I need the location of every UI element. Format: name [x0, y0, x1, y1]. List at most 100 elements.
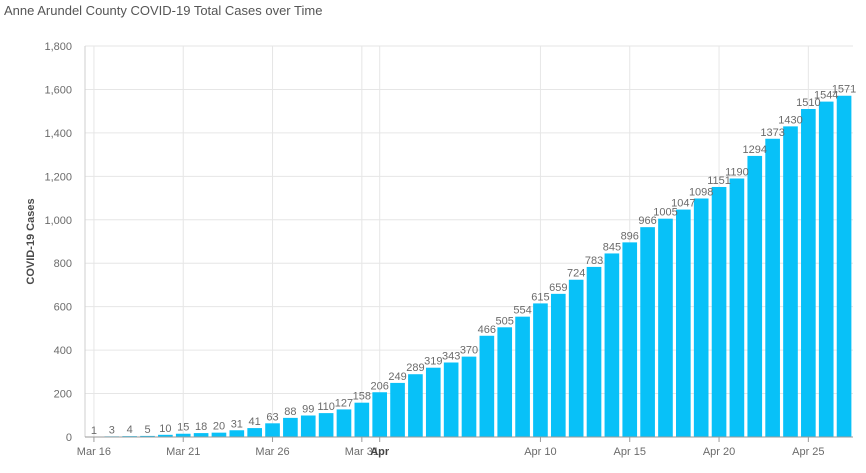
x-tick-label: Mar 26 [255, 446, 289, 458]
bar [336, 409, 352, 437]
x-tick-label: Mar 21 [166, 446, 200, 458]
bar [425, 367, 441, 437]
bar [729, 178, 745, 437]
bar [676, 209, 691, 437]
bar [229, 430, 245, 437]
data-label: 15 [177, 422, 189, 434]
x-tick-label: Mar 31 [345, 446, 379, 458]
data-label: 99 [302, 403, 314, 415]
x-tick-label: Apr 25 [792, 446, 824, 458]
bar [318, 413, 334, 437]
data-label: 966 [638, 215, 656, 227]
data-label: 5 [144, 424, 150, 436]
bar [693, 198, 709, 437]
data-label: 659 [549, 282, 567, 294]
data-label: 206 [371, 380, 389, 392]
y-tick-label: 1,000 [44, 215, 72, 227]
bar [568, 279, 584, 437]
bar [211, 432, 227, 437]
chart-title: Anne Arundel County COVID-19 Total Cases… [4, 3, 323, 18]
bar [443, 362, 459, 437]
bar [711, 186, 727, 437]
bars [86, 95, 852, 438]
data-label: 1544 [814, 90, 838, 102]
data-label: 1190 [725, 167, 749, 179]
data-label: 343 [442, 350, 460, 362]
data-label: 1 [91, 425, 97, 437]
x-tick-label: Apr 10 [524, 446, 556, 458]
bar [550, 293, 566, 437]
data-label: 1151 [707, 175, 731, 187]
data-label: 20 [213, 421, 225, 433]
bar [586, 266, 602, 437]
data-label: 783 [585, 255, 603, 267]
data-label: 63 [266, 411, 278, 423]
data-label: 370 [460, 345, 478, 357]
x-tick-label: Apr 20 [703, 446, 735, 458]
data-label: 1294 [743, 144, 767, 156]
data-label: 1098 [689, 186, 713, 198]
bar [533, 303, 548, 437]
y-tick-label: 1,400 [44, 128, 72, 140]
x-tick-label: Apr [370, 446, 390, 458]
bar [479, 335, 495, 437]
x-tick-label: Mar 16 [77, 446, 111, 458]
y-axis: 0 200 400 600 800 1,000 1,200 1,400 1,600 1,800 [44, 41, 86, 444]
bar [193, 433, 209, 437]
data-label: 554 [513, 305, 531, 317]
bar [247, 428, 262, 437]
data-label: 615 [531, 291, 549, 303]
data-label: 18 [195, 421, 207, 433]
bar [372, 392, 388, 437]
data-label: 88 [284, 406, 296, 418]
data-label: 505 [496, 315, 514, 327]
data-label: 10 [159, 423, 171, 435]
bar [158, 434, 173, 437]
bar [622, 242, 638, 437]
data-label: 1047 [671, 198, 695, 210]
bar [354, 402, 370, 437]
y-tick-label: 200 [54, 389, 72, 401]
y-tick-label: 0 [66, 432, 72, 444]
bar [747, 155, 763, 438]
data-label: 1571 [832, 84, 856, 96]
data-label: 319 [424, 356, 442, 368]
bar [265, 423, 280, 437]
bar [408, 374, 423, 437]
y-tick-label: 1,800 [44, 41, 72, 53]
y-axis-title: COVID-19 Cases [25, 198, 37, 284]
bar [461, 356, 477, 437]
data-label: 1005 [653, 207, 677, 219]
y-tick-label: 1,200 [44, 171, 72, 183]
data-label: 845 [603, 241, 621, 253]
bar [515, 316, 530, 437]
data-label: 31 [231, 418, 243, 430]
data-label: 1373 [760, 127, 784, 139]
bar [818, 101, 834, 437]
bar [658, 218, 673, 437]
bar [836, 95, 852, 437]
bar [140, 435, 155, 437]
data-label: 896 [621, 230, 639, 242]
data-label: 4 [127, 424, 133, 436]
y-tick-label: 400 [54, 345, 72, 357]
bar [497, 327, 513, 437]
data-label: 127 [335, 397, 353, 409]
bar [640, 227, 655, 437]
y-tick-label: 1,600 [44, 84, 72, 96]
bar [390, 382, 405, 437]
y-tick-label: 800 [54, 258, 72, 270]
data-label: 724 [567, 268, 585, 280]
x-tick-label: Apr 15 [614, 446, 646, 458]
bar [300, 415, 316, 437]
data-labels: 1 3 4 5 10 15 18 20 31 41 63 88 99 110 127158206249289… [91, 84, 856, 437]
data-label: 158 [353, 391, 371, 403]
bar [801, 108, 816, 437]
data-label: 41 [249, 416, 261, 428]
data-label: 289 [406, 362, 424, 374]
bar [765, 138, 780, 437]
bar [283, 417, 298, 437]
data-label: 3 [109, 424, 115, 436]
